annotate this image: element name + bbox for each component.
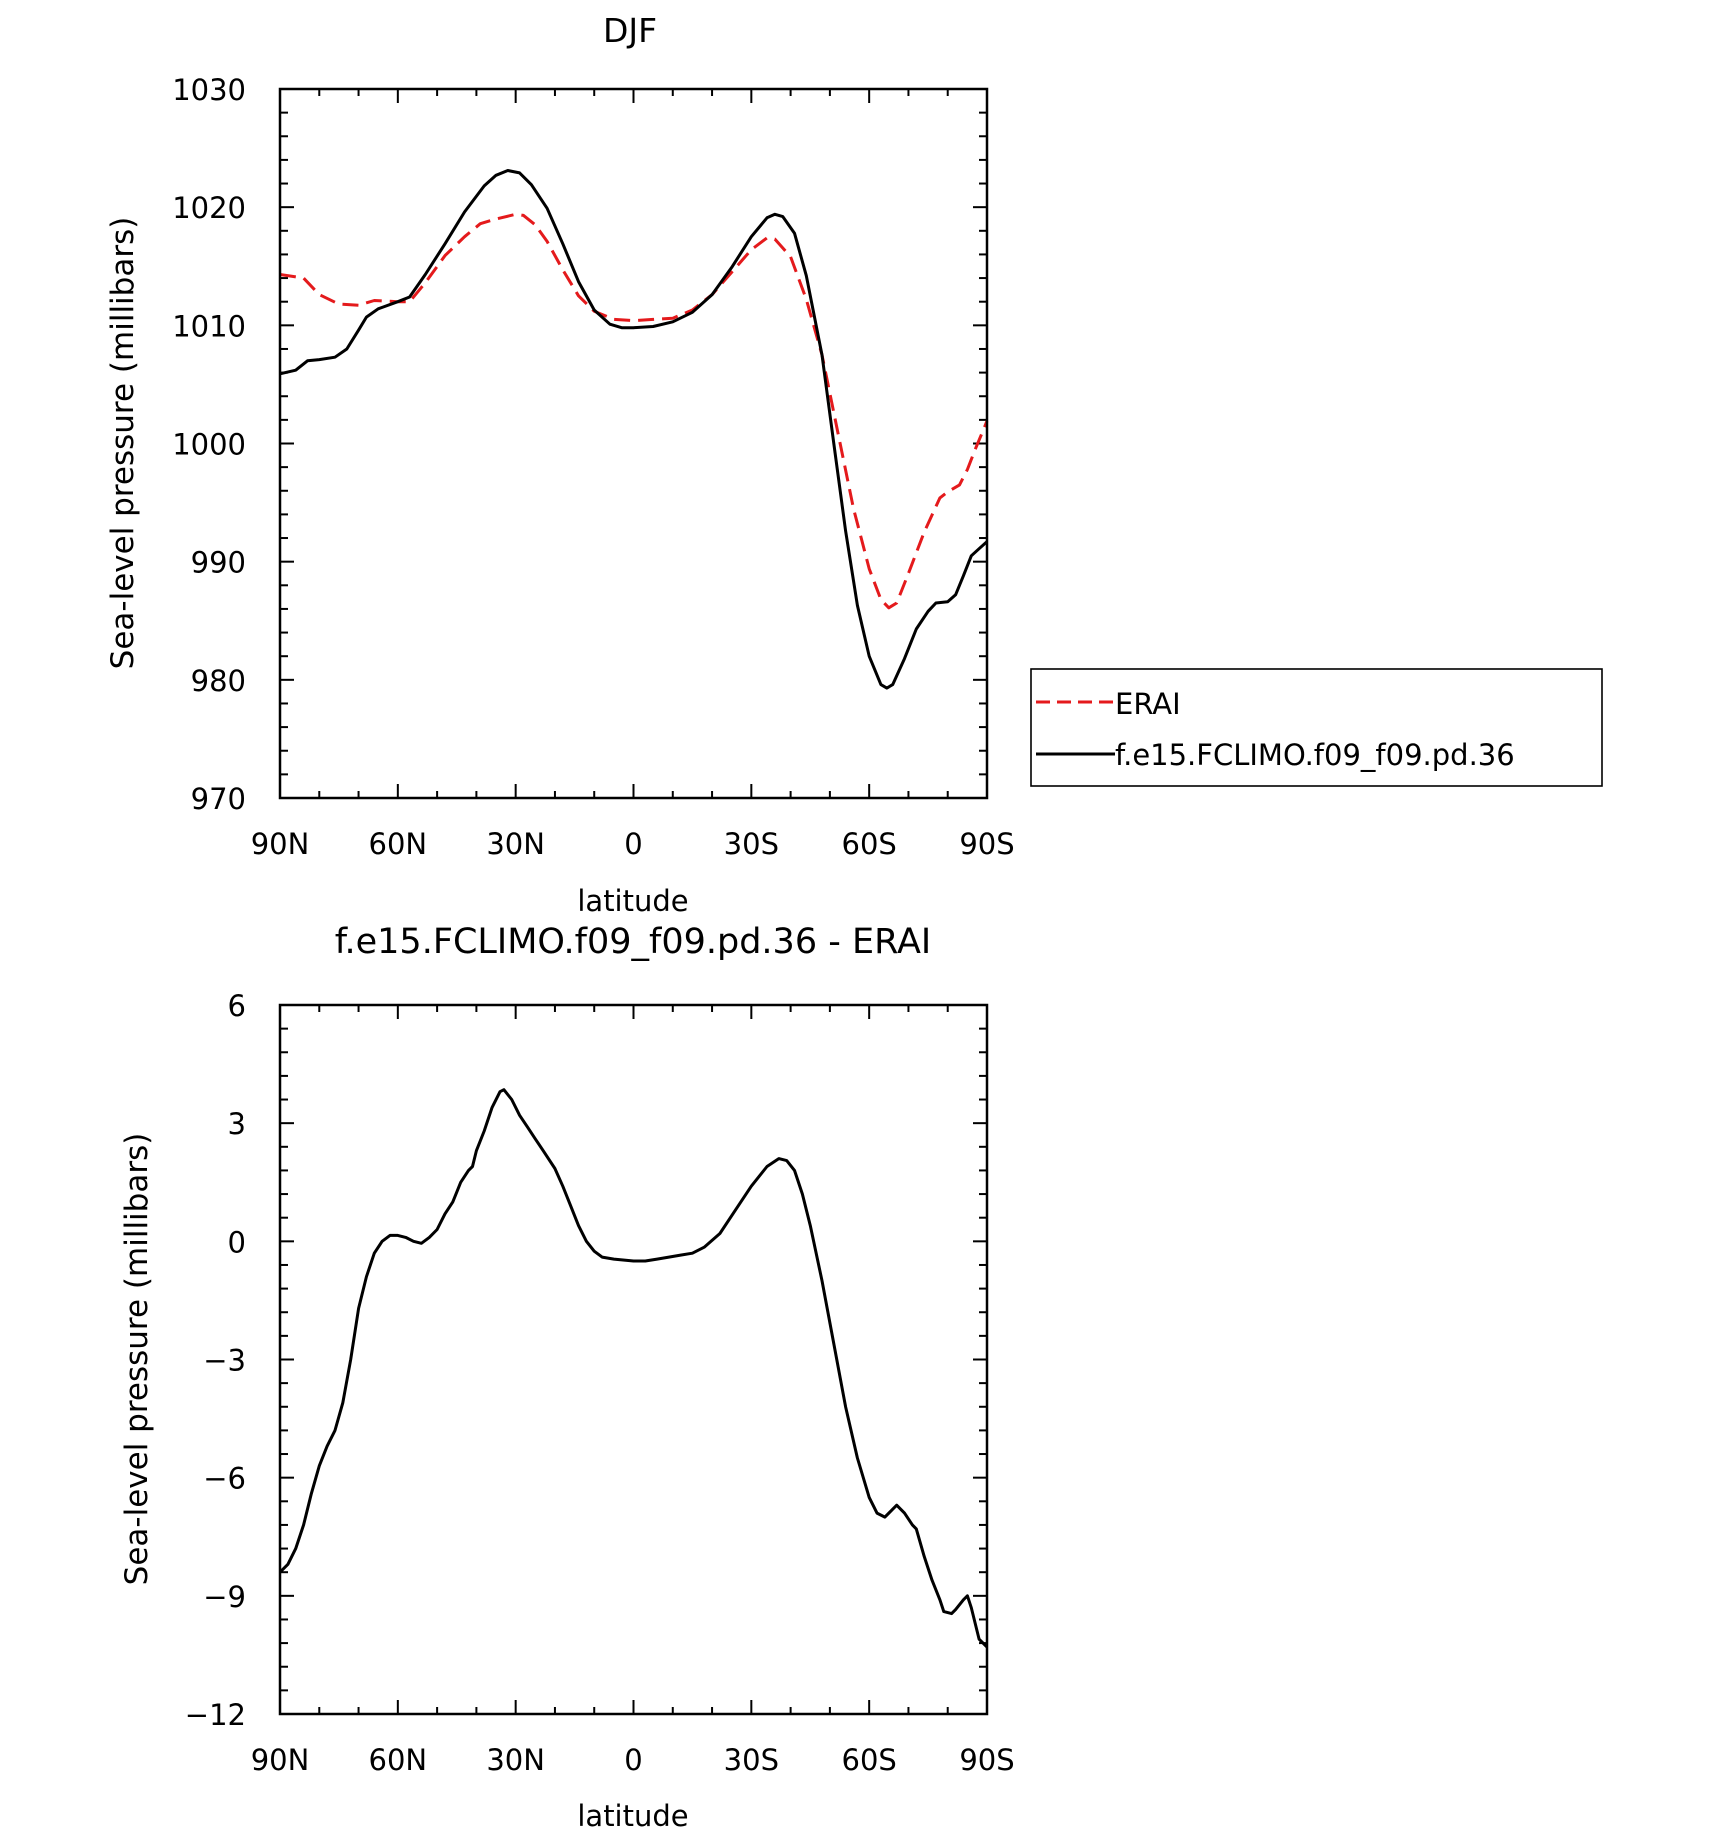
bottom-series-line-0 <box>278 1088 989 1649</box>
bottom-y-tick-label: −3 <box>203 1344 246 1378</box>
bottom-y-tick-labels: −12 −9 −6 −3 0 3 6 <box>185 989 246 1732</box>
top-y-tick-label: 990 <box>191 546 246 580</box>
top-x-axis-label: latitude <box>577 884 688 918</box>
top-chart: DJF 90N 60N 30N 0 30S 60S 90S 970 980 990 1000 101… <box>105 11 1603 918</box>
bottom-x-tick-label: 30N <box>486 1743 545 1777</box>
top-x-tick-label: 60N <box>369 827 428 861</box>
top-ticks <box>279 88 988 799</box>
top-series-line-0 <box>279 212 989 610</box>
bottom-y-tick-label: 0 <box>228 1225 246 1259</box>
bottom-y-tick-label: 6 <box>228 989 246 1023</box>
bottom-x-tick-label: 0 <box>624 1743 642 1777</box>
bottom-plot-frame <box>278 1003 989 1716</box>
top-series-line-1 <box>279 169 989 690</box>
bottom-x-tick-label: 90S <box>959 1743 1014 1777</box>
legend-label-model: f.e15.FCLIMO.f09_f09.pd.36 <box>1115 738 1515 772</box>
bottom-x-tick-labels: 90N 60N 30N 0 30S 60S 90S <box>251 1743 1015 1777</box>
bottom-x-tick-label: 60N <box>369 1743 428 1777</box>
legend-box <box>1030 668 1603 787</box>
top-y-tick-labels: 970 980 990 1000 1010 1020 1030 <box>172 73 246 816</box>
bottom-x-tick-label: 90N <box>251 1743 310 1777</box>
top-x-tick-label: 90N <box>251 827 310 861</box>
bottom-x-tick-label: 30S <box>724 1743 779 1777</box>
top-series-lines <box>279 169 989 690</box>
top-y-tick-label: 1020 <box>172 191 246 225</box>
bottom-y-tick-label: −6 <box>203 1462 246 1496</box>
top-x-tick-label: 30S <box>724 827 779 861</box>
top-x-tick-label: 30N <box>486 827 545 861</box>
legend: ERAI f.e15.FCLIMO.f09_f09.pd.36 <box>1030 668 1603 787</box>
top-x-tick-labels: 90N 60N 30N 0 30S 60S 90S <box>251 827 1015 861</box>
top-x-tick-label: 90S <box>959 827 1014 861</box>
top-y-axis-label: Sea-level pressure (millibars) <box>105 217 141 670</box>
bottom-x-tick-label: 60S <box>842 1743 897 1777</box>
bottom-y-tick-label: 3 <box>228 1107 246 1141</box>
top-chart-title: DJF <box>603 11 657 50</box>
bottom-y-tick-label: −12 <box>185 1698 246 1732</box>
legend-label-erai: ERAI <box>1115 687 1181 721</box>
top-y-tick-label: 1000 <box>172 428 246 462</box>
top-plot-frame <box>278 87 989 800</box>
bottom-y-tick-label: −9 <box>203 1580 246 1614</box>
bottom-chart-title: f.e15.FCLIMO.f09_f09.pd.36 - ERAI <box>335 922 932 962</box>
bottom-ticks <box>279 1004 988 1715</box>
top-x-tick-label: 0 <box>624 827 642 861</box>
bottom-x-axis-label: latitude <box>577 1799 688 1833</box>
top-x-tick-label: 60S <box>842 827 897 861</box>
top-y-tick-label: 980 <box>191 664 246 698</box>
top-y-tick-label: 970 <box>191 782 246 816</box>
bottom-y-axis-label: Sea-level pressure (millibars) <box>119 1133 155 1586</box>
top-y-tick-label: 1010 <box>172 309 246 343</box>
top-y-tick-label: 1030 <box>172 73 246 107</box>
bottom-chart: f.e15.FCLIMO.f09_f09.pd.36 - ERAI 90N 60N… <box>119 922 1015 1833</box>
bottom-series-lines <box>278 1088 989 1649</box>
